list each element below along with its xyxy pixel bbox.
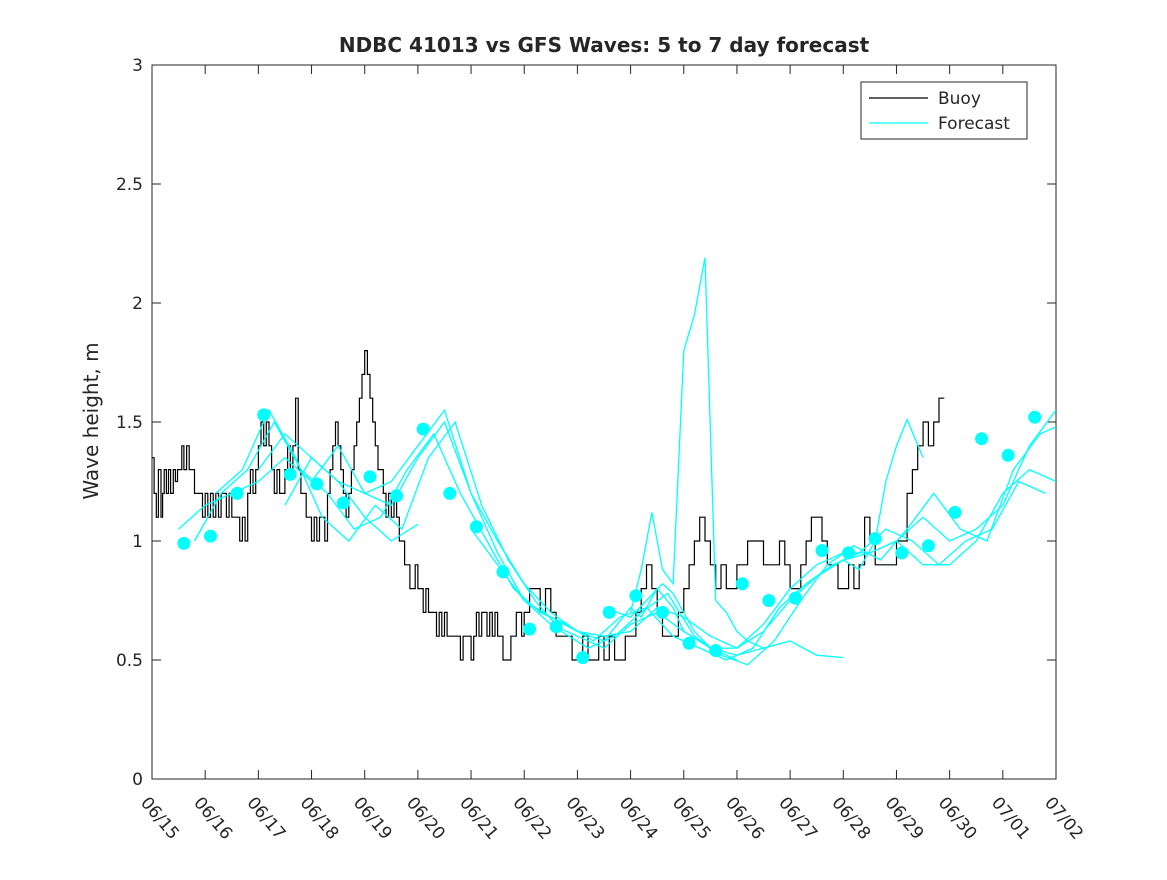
forecast-marker [1028, 410, 1042, 424]
y-tick-label: 0.5 [116, 651, 143, 671]
forecast-marker [549, 620, 563, 634]
forecast-marker [283, 467, 297, 481]
forecast-marker [177, 536, 191, 550]
y-tick-label: 2 [132, 294, 143, 314]
y-axis-label: Wave height, m [79, 342, 103, 499]
buoy-series [152, 350, 945, 661]
forecast-marker [815, 544, 829, 557]
legend-label: Buoy [938, 89, 981, 109]
forecast-marker [602, 605, 616, 619]
forecast-marker [788, 591, 802, 605]
forecast-marker [257, 408, 271, 422]
forecast-series [284, 456, 419, 542]
forecast-marker [443, 486, 457, 500]
forecast-marker [469, 520, 483, 534]
forecast-marker [735, 577, 749, 591]
y-tick-label: 1 [132, 532, 143, 552]
forecast-marker [842, 546, 856, 560]
plot-series-group [152, 257, 1056, 666]
y-tick-label: 1.5 [116, 413, 143, 433]
forecast-marker [523, 622, 537, 636]
y-tick-label: 2.5 [116, 175, 143, 195]
forecast-marker [230, 486, 244, 500]
forecast-marker [709, 644, 723, 657]
forecast-marker [576, 651, 590, 665]
forecast-marker [629, 589, 643, 603]
forecast-marker [310, 477, 324, 491]
forecast-marker [921, 539, 935, 553]
forecast-marker [363, 470, 377, 484]
forecast-series [215, 408, 1056, 666]
forecast-marker [895, 546, 909, 560]
forecast-marker [975, 432, 989, 446]
y-tick-label: 3 [132, 56, 143, 76]
forecast-marker [656, 605, 669, 619]
chart-title: NDBC 41013 vs GFS Waves: 5 to 7 day fore… [339, 33, 870, 57]
forecast-marker [336, 496, 350, 510]
forecast-marker [390, 489, 404, 503]
forecast-marker [496, 565, 510, 579]
forecast-series [193, 420, 1046, 661]
forecast-marker [868, 532, 882, 546]
forecast-marker [762, 594, 776, 607]
forecast-series [816, 417, 924, 578]
forecast-marker [948, 505, 962, 519]
legend-box [860, 81, 1028, 140]
forecast-marker [1001, 448, 1015, 462]
forecast-marker [682, 636, 696, 650]
forecast-marker [204, 529, 217, 543]
forecast-marker [416, 422, 430, 436]
legend: Buoy Forecast [860, 81, 1028, 140]
y-tick-label: 0 [132, 770, 143, 790]
legend-label: Forecast [938, 114, 1010, 134]
forecast-series [629, 257, 764, 649]
